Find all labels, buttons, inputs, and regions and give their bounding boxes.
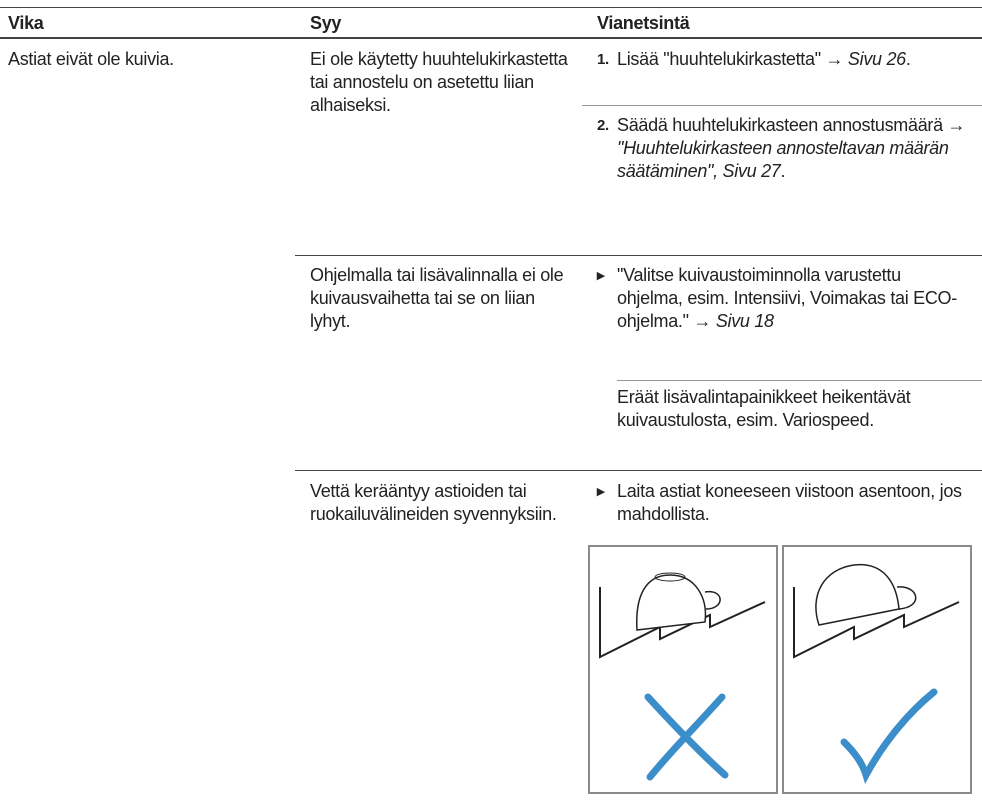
- image-right: [782, 545, 972, 794]
- text-part: "Huuhtelukirkasteen annosteltavan määrän…: [617, 138, 949, 181]
- illustration: [793, 563, 960, 784]
- remedy-text: "Valitse kuivaustoiminnolla varustettu o…: [617, 264, 967, 333]
- text-part: "Valitse kuivaustoiminnolla varustettu o…: [617, 265, 957, 331]
- remedy-text: Laita astiat koneeseen viistoon asentoon…: [617, 480, 967, 526]
- rule: [0, 7, 982, 8]
- header: Vika: [8, 13, 44, 33]
- remedy: ▸ "Valitse kuivaustoiminnolla varustettu …: [597, 264, 967, 333]
- text-part: .: [905, 49, 911, 69]
- marker: 2.: [597, 117, 609, 134]
- cause: Ei ole käytetty huuhtelukirkastetta tai …: [310, 49, 568, 115]
- text-part: Laita astiat koneeseen viistoon asentoon…: [617, 481, 962, 524]
- text-part: Säädä huuhtelukirkasteen annostusmäärä: [617, 115, 948, 135]
- remedy-item: 2. Säädä huuhtelukirkasteen annostusmäärä…: [597, 114, 967, 183]
- text-part: Lisää "huuhtelukirkastetta" →: [617, 49, 848, 69]
- text-part: Sivu 18: [715, 311, 774, 331]
- illustration: [599, 572, 766, 781]
- remedy-text: Lisää "huuhtelukirkastetta" → Sivu 26.: [617, 48, 911, 71]
- rule: [617, 380, 982, 381]
- remedy-item: ▸ "Valitse kuivaustoiminnolla varustettu …: [597, 264, 967, 333]
- header: Vianetsintä: [597, 13, 690, 33]
- rule: [582, 105, 982, 106]
- cause: Ohjelmalla tai lisävalinnalla ei ole kui…: [310, 265, 564, 331]
- marker: 1.: [597, 51, 609, 68]
- rule: [295, 470, 982, 471]
- text-part: .: [780, 161, 786, 181]
- marker: ▸: [597, 267, 605, 284]
- remedy-item: 1. Lisää "huuhtelukirkastetta" → Sivu 26.: [597, 48, 967, 71]
- cause: Vettä kerääntyy astioiden tai ruokailuvä…: [310, 481, 557, 524]
- rule: [295, 255, 982, 256]
- remedy: ▸ Laita astiat koneeseen viistoon asentoo…: [597, 480, 967, 526]
- header: Syy: [310, 13, 342, 33]
- remedy: 2. Säädä huuhtelukirkasteen annostusmäärä…: [597, 114, 967, 183]
- rule: [0, 37, 982, 39]
- remedy: 1. Lisää "huuhtelukirkastetta" → Sivu 26.: [597, 48, 967, 71]
- marker: ▸: [597, 483, 605, 500]
- remedy-item: ▸ Laita astiat koneeseen viistoon asentoo…: [597, 480, 967, 526]
- image-wrong: [588, 545, 778, 794]
- text-part: →: [947, 115, 966, 135]
- problem: Astiat eivät ole kuivia.: [8, 49, 174, 69]
- note: Eräät lisävalintapainikkeet heikentävät …: [617, 387, 911, 430]
- text-part: Sivu 26: [847, 49, 906, 69]
- remedy-text: Säädä huuhtelukirkasteen annostusmäärä →…: [617, 114, 967, 183]
